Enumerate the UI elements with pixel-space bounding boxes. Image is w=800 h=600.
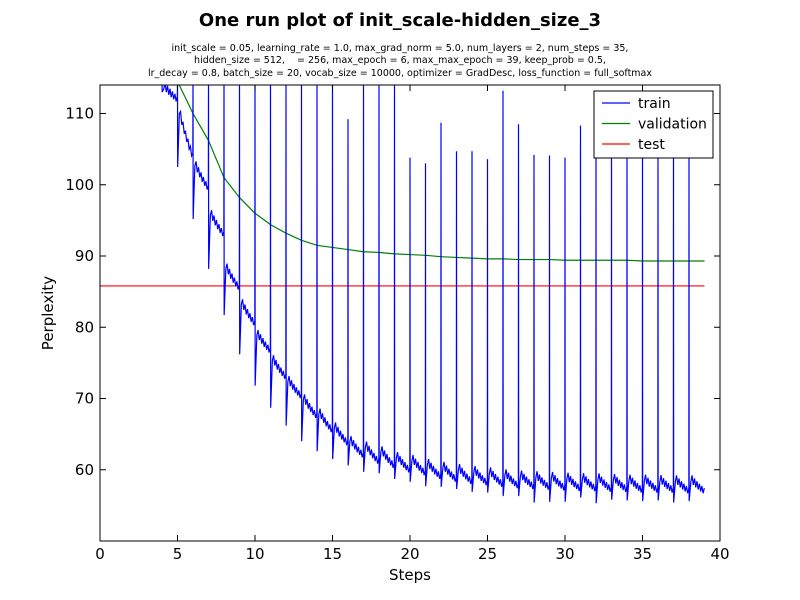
y-tick-label: 90 — [75, 247, 94, 265]
y-tick-label: 70 — [75, 390, 94, 408]
x-tick-label: 5 — [173, 545, 183, 563]
chart-subtitle-line-2: hidden_size = 512, = 256, max_epoch = 6,… — [194, 55, 606, 66]
x-tick-label: 20 — [400, 545, 419, 563]
chart-title: One run plot of init_scale-hidden_size_3 — [198, 10, 602, 31]
y-tick-label: 80 — [75, 318, 94, 336]
x-tick-label: 10 — [245, 545, 264, 563]
x-tick-label: 40 — [710, 545, 729, 563]
legend-frame — [593, 90, 714, 159]
x-tick-label: 30 — [555, 545, 574, 563]
y-tick-label: 100 — [65, 176, 94, 194]
x-tick-label: 25 — [478, 545, 497, 563]
legend: train validation test — [593, 90, 714, 159]
x-tick-label: 0 — [95, 545, 105, 563]
chart-subtitle-line-3: lr_decay = 0.8, batch_size = 20, vocab_s… — [147, 68, 653, 79]
legend-label-train: train — [638, 96, 671, 112]
x-tick-label: 15 — [323, 545, 342, 563]
y-tick-label: 60 — [75, 461, 94, 479]
chart-subtitle-line-1: init_scale = 0.05, learning_rate = 1.0, … — [171, 43, 629, 54]
legend-label-test: test — [638, 137, 665, 153]
x-axis-label: Steps — [389, 566, 431, 584]
x-tick-label: 35 — [633, 545, 652, 563]
y-axis-label: Perplexity — [39, 276, 57, 350]
series-train-line — [161, 85, 705, 504]
legend-label-validation: validation — [638, 117, 707, 133]
y-tick-label: 110 — [65, 105, 94, 123]
